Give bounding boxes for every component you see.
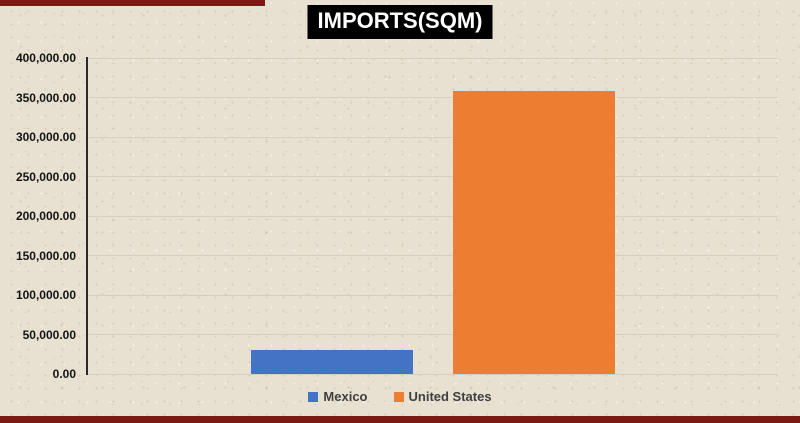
plot-area [86,57,778,375]
top-border-accent [0,0,265,6]
chart-title: IMPORTS(SQM) [307,5,493,39]
y-tick-label: 200,000.00 [15,209,76,223]
gridline [88,57,778,59]
gridline [88,215,778,217]
bar-united-states [453,91,615,374]
y-tick-label: 250,000.00 [15,169,76,184]
legend-label: United States [408,389,492,404]
gridline [88,334,778,335]
legend-swatch-icon [393,392,404,402]
bottom-border-accent [0,416,800,423]
gridline [88,294,778,296]
y-tick-label: 0.00 [52,367,76,381]
legend: Mexico United States [0,388,800,406]
y-tick-label: 350,000.00 [15,90,76,105]
y-tick-label: 300,000.00 [15,130,76,144]
bar-mexico [251,350,413,374]
y-tick-label: 50,000.00 [22,327,76,342]
y-tick-label: 100,000.00 [15,288,76,302]
legend-swatch-icon [308,392,319,402]
gridline [88,255,778,256]
gridline [88,176,778,177]
gridline [88,373,778,375]
gridline [88,97,778,98]
legend-label: Mexico [323,389,368,404]
gridline [88,136,778,138]
legend-item-mexico: Mexico [308,389,368,404]
legend-item-united-states: United States [393,389,492,404]
y-tick-label: 400,000.00 [15,51,76,65]
y-tick-label: 150,000.00 [15,248,76,263]
y-axis-line [86,57,88,375]
